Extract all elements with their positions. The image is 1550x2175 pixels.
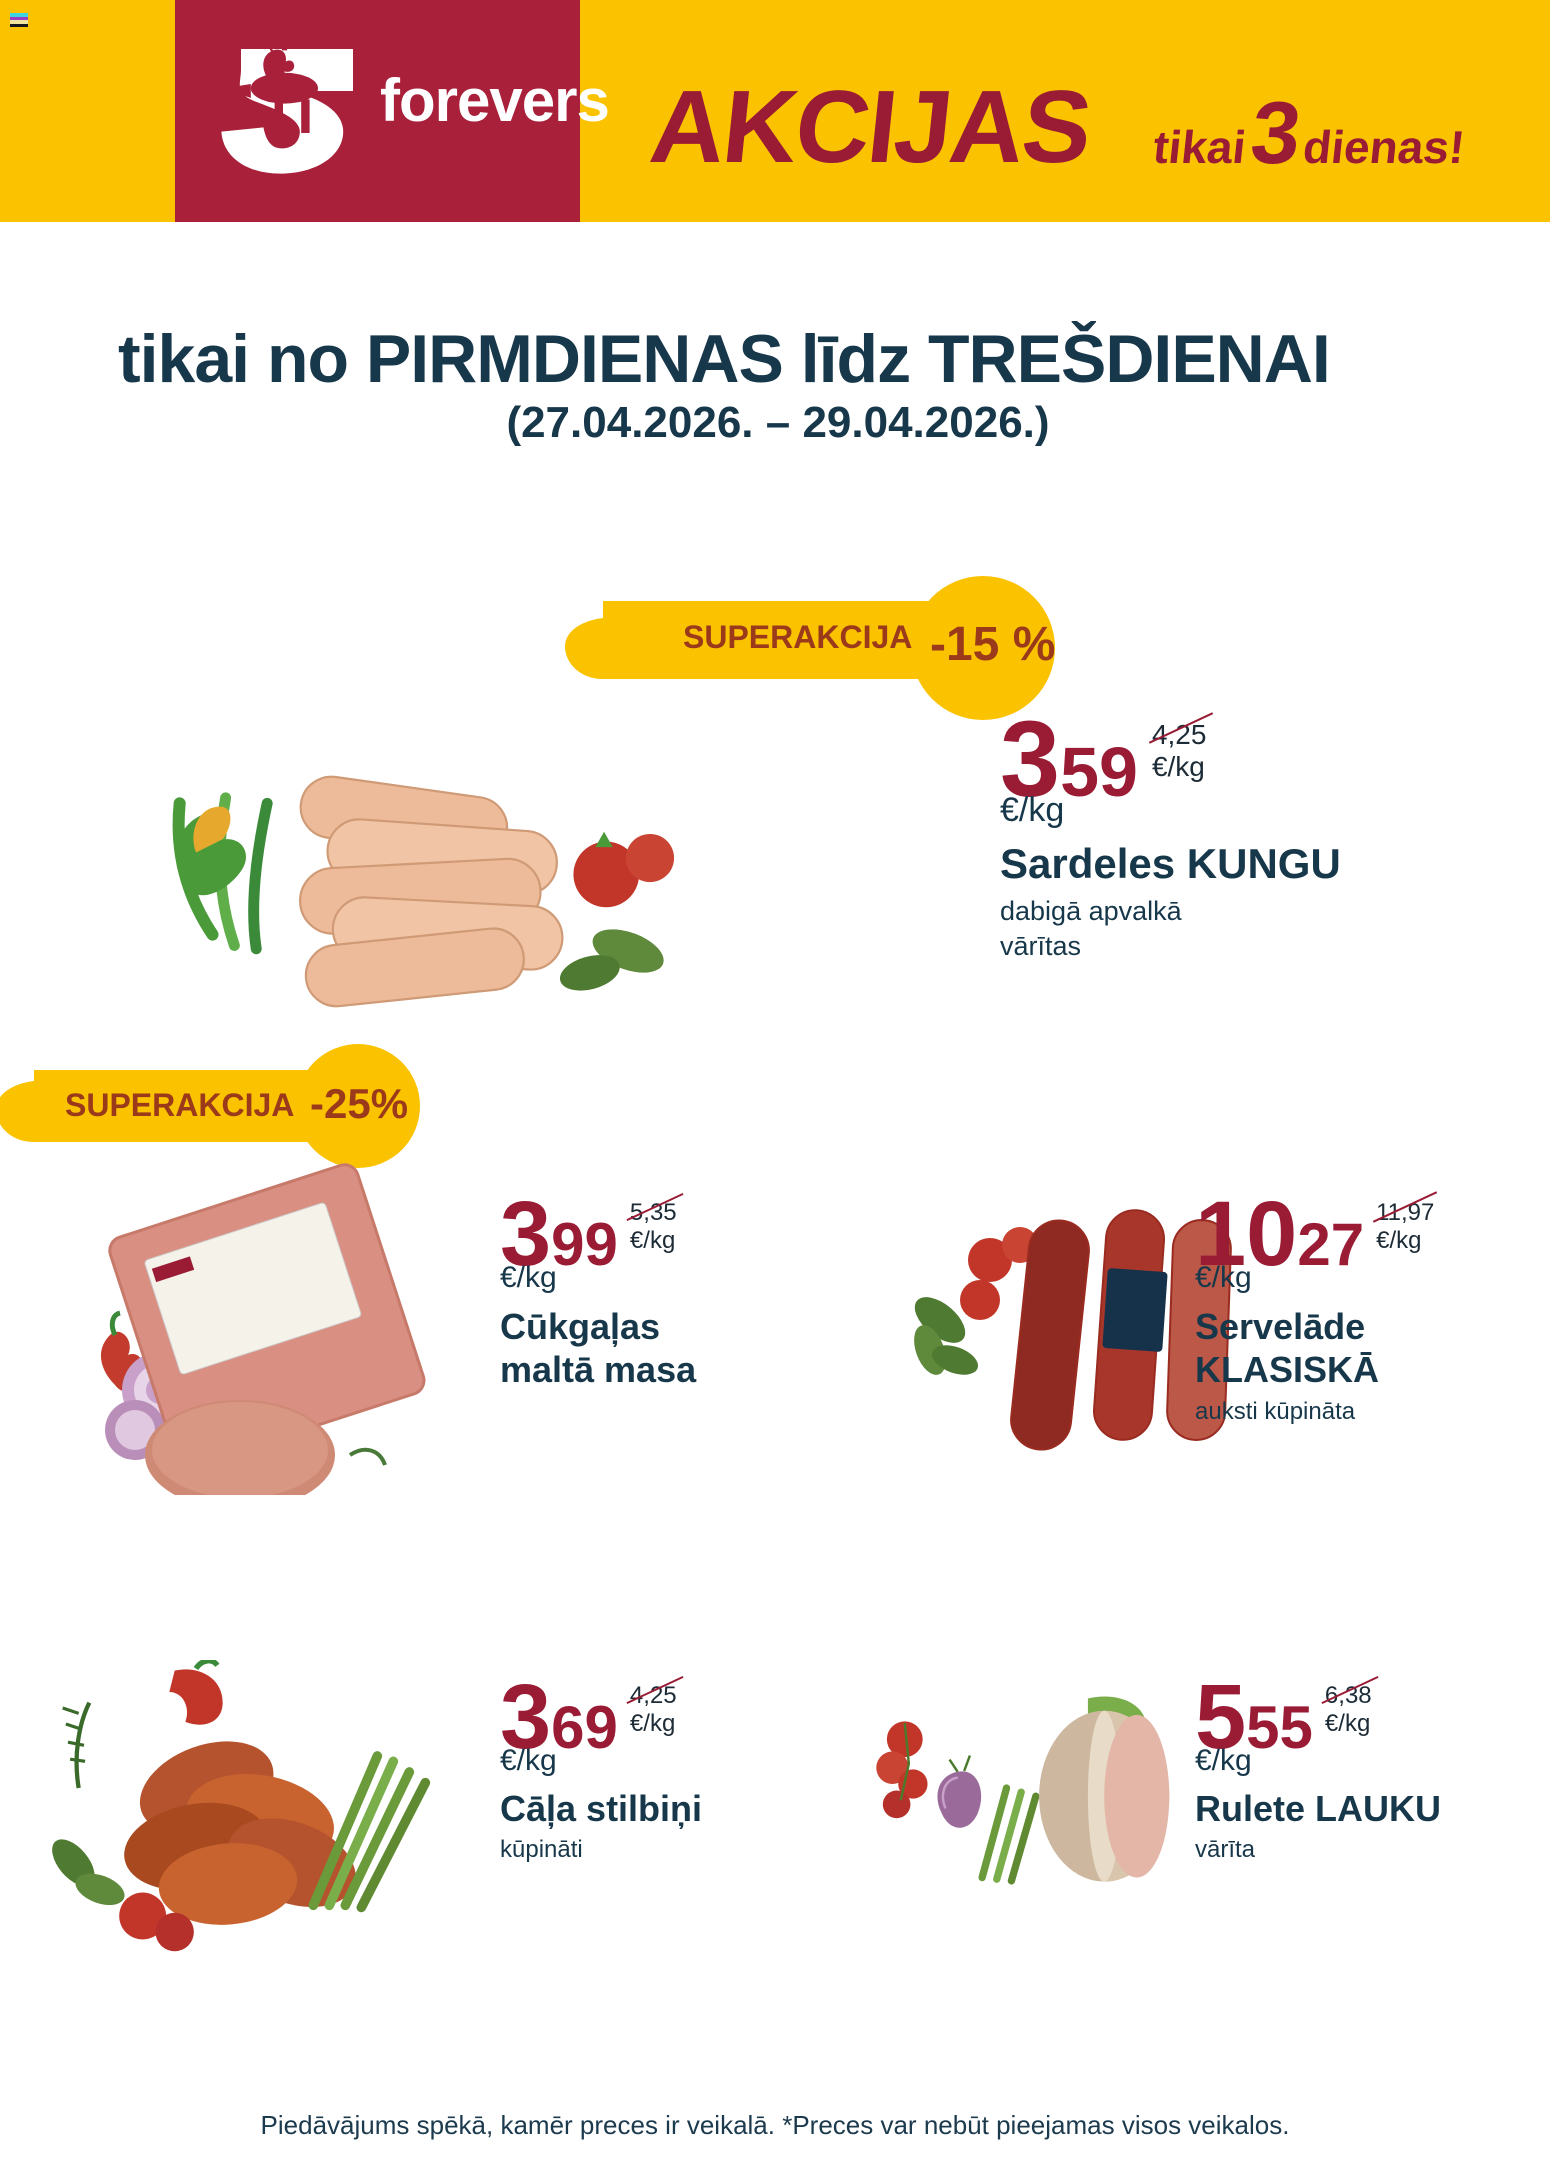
svg-text:SUPERAKCIJA: SUPERAKCIJA — [683, 619, 912, 655]
svg-text:-15 %: -15 % — [930, 618, 1055, 671]
svg-text:SUPERAKCIJA: SUPERAKCIJA — [65, 1087, 294, 1123]
svg-text:-25%: -25% — [310, 1080, 408, 1127]
